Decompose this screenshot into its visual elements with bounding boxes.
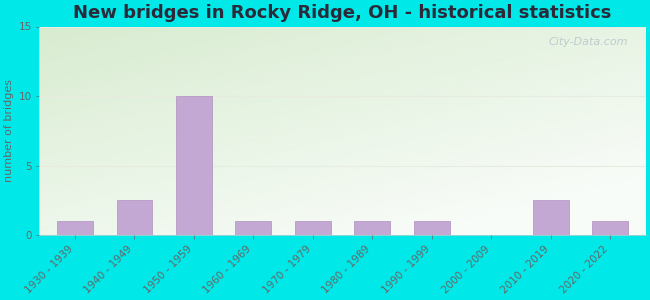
Bar: [414, 221, 450, 235]
Text: City-Data.com: City-Data.com: [548, 37, 628, 47]
Title: New bridges in Rocky Ridge, OH - historical statistics: New bridges in Rocky Ridge, OH - histori…: [73, 4, 612, 22]
Bar: [176, 96, 212, 235]
Bar: [592, 221, 628, 235]
Y-axis label: number of bridges: number of bridges: [4, 79, 14, 182]
Bar: [533, 200, 569, 235]
Bar: [235, 221, 271, 235]
Bar: [57, 221, 93, 235]
Bar: [354, 221, 390, 235]
Bar: [116, 200, 152, 235]
Bar: [295, 221, 331, 235]
